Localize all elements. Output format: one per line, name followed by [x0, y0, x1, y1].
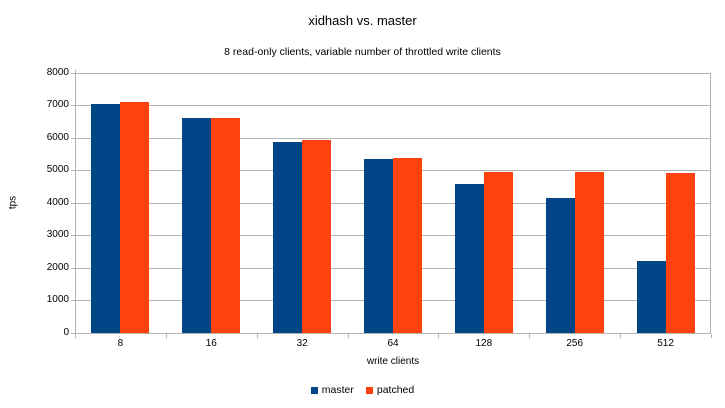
- x-tick-label-16: 16: [205, 338, 217, 349]
- legend-swatch-master: [310, 386, 318, 394]
- y-tick-label-7000: 7000: [46, 99, 69, 110]
- gridline-6000: [75, 138, 711, 139]
- bar-patched-512: [665, 173, 695, 333]
- chart-title: xidhash vs. master: [308, 13, 417, 28]
- legend-label-master: master: [321, 384, 354, 396]
- y-tick-mark-4000: [71, 203, 75, 204]
- y-tick-label-6000: 6000: [46, 132, 69, 143]
- bar-patched-32: [302, 140, 332, 333]
- legend-item-patched: patched: [365, 384, 415, 396]
- y-tick-mark-6000: [71, 138, 75, 139]
- bar-master-128: [454, 184, 484, 333]
- x-tick-label-512: 512: [657, 338, 674, 349]
- y-tick-label-0: 0: [63, 327, 69, 338]
- legend-swatch-patched: [365, 386, 373, 394]
- y-axis-title: tps: [7, 195, 19, 210]
- x-tick-mark-1: [166, 334, 167, 338]
- x-tick-label-256: 256: [566, 338, 584, 349]
- x-tick-mark-5: [529, 334, 530, 338]
- y-tick-mark-3000: [71, 235, 75, 236]
- y-tick-label-1000: 1000: [46, 294, 69, 305]
- x-tick-mark-2: [257, 334, 258, 338]
- bar-patched-256: [574, 172, 604, 333]
- y-tick-label-2000: 2000: [46, 262, 69, 273]
- x-tick-label-8: 8: [117, 338, 124, 349]
- y-tick-mark-5000: [71, 170, 75, 171]
- y-tick-mark-7000: [71, 105, 75, 106]
- bar-master-32: [273, 142, 303, 333]
- x-axis-title: write clients: [366, 356, 420, 367]
- x-tick-label-32: 32: [296, 338, 308, 349]
- legend-item-master: master: [310, 384, 354, 396]
- bar-master-256: [545, 198, 575, 333]
- bar-patched-64: [393, 158, 422, 333]
- x-tick-label-128: 128: [475, 338, 493, 349]
- x-tick-label-64: 64: [387, 338, 399, 349]
- bar-patched-8: [120, 102, 150, 333]
- y-tick-label-3000: 3000: [46, 229, 69, 240]
- bar-master-8: [91, 104, 121, 333]
- y-tick-label-5000: 5000: [46, 164, 69, 175]
- legend-label-patched: patched: [376, 384, 415, 396]
- y-tick-mark-1000: [71, 300, 75, 301]
- y-tick-label-4000: 4000: [46, 197, 69, 208]
- legend: master patched: [0, 384, 725, 396]
- bar-patched-16: [211, 118, 241, 333]
- x-tick-mark-7: [711, 334, 712, 338]
- bar-master-64: [364, 159, 393, 333]
- chart-subtitle: 8 read-only clients, variable number of …: [224, 46, 501, 58]
- x-axis-line: [75, 333, 711, 334]
- bar-patched-128: [483, 172, 513, 333]
- x-tick-mark-0: [75, 334, 76, 338]
- y-tick-mark-0: [71, 333, 75, 334]
- bar-master-16: [182, 118, 212, 333]
- y-axis-line: [75, 70, 76, 334]
- bar-master-512: [636, 261, 666, 333]
- y-tick-mark-8000: [71, 73, 75, 74]
- gridline-8000: [75, 73, 711, 74]
- x-tick-mark-6: [620, 334, 621, 338]
- y-tick-label-8000: 8000: [46, 67, 69, 78]
- x-tick-mark-3: [348, 334, 349, 338]
- plot-area: [75, 73, 711, 333]
- x-tick-mark-4: [438, 334, 439, 338]
- gridline-7000: [75, 105, 711, 106]
- y-tick-mark-2000: [71, 268, 75, 269]
